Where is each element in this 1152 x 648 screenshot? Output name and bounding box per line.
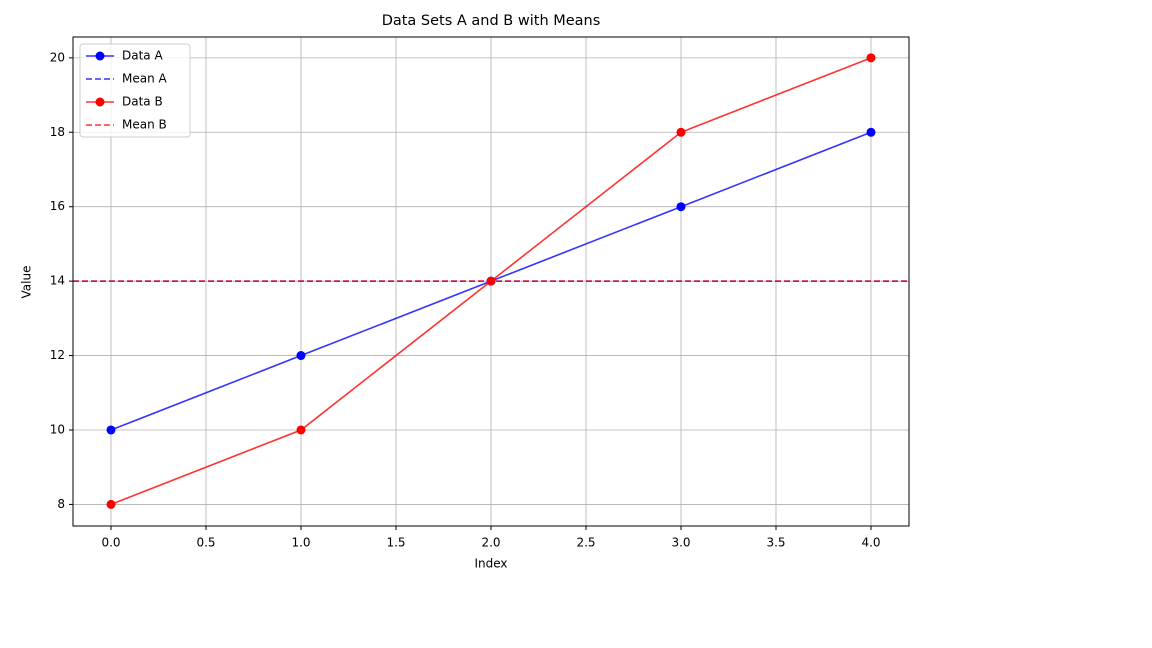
legend-marker	[95, 51, 105, 61]
data-point	[296, 351, 306, 361]
legend-label: Data A	[122, 49, 163, 63]
legend-label: Data B	[122, 95, 163, 109]
x-tick-label: 0.0	[101, 536, 120, 550]
legend-frame	[79, 43, 191, 138]
x-tick-label: 0.5	[196, 536, 215, 550]
plot-frame	[72, 36, 910, 527]
x-tick-label: 1.0	[291, 536, 310, 550]
x-axis-label: Index	[474, 557, 507, 571]
data-point	[676, 127, 686, 137]
y-tick-label: 8	[57, 497, 65, 511]
x-tick-label: 3.5	[766, 536, 785, 550]
chart-title: Data Sets A and B with Means	[382, 13, 601, 29]
y-tick-label: 18	[50, 125, 65, 139]
legend-marker	[95, 97, 105, 107]
data-point	[866, 127, 876, 137]
y-tick-label: 14	[50, 274, 65, 288]
x-tick-label: 4.0	[861, 536, 880, 550]
y-tick-label: 12	[50, 348, 65, 362]
y-tick-label: 10	[50, 422, 65, 436]
data-point	[106, 425, 116, 435]
legend-label: Mean A	[122, 72, 168, 86]
y-axis-label: Value	[20, 266, 34, 299]
data-point	[866, 53, 876, 63]
x-tick-label: 2.5	[576, 536, 595, 550]
y-tick-label: 20	[50, 50, 65, 64]
legend: Data A Mean A Data B Mean B	[79, 43, 191, 138]
x-tick-label: 3.0	[671, 536, 690, 550]
x-tick-label: 2.0	[481, 536, 500, 550]
x-tick-label: 1.5	[386, 536, 405, 550]
data-point	[106, 499, 116, 509]
data-point	[676, 202, 686, 212]
data-point	[296, 425, 306, 435]
y-tick-label: 16	[50, 199, 65, 213]
legend-label: Mean B	[122, 118, 167, 132]
